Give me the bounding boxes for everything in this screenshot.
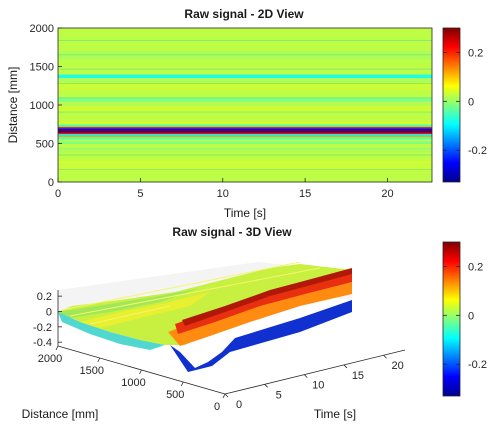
x-tick-label: 20 [381,188,393,200]
time-tick-label: 5 [276,389,282,401]
time-tick-mark [264,384,268,388]
heatmap-band [58,138,432,142]
y-tick-label: 1500 [30,62,54,74]
x-tick-label: 0 [55,188,61,200]
heatmap-band [58,141,432,144]
heatmap-band [58,74,432,79]
chart1-y-label: Distance [mm] [6,67,20,144]
y-tick-label: 1000 [30,100,54,112]
colorbar-tick-label: 0 [468,310,474,322]
time-tick-label: 15 [352,370,364,382]
time-tick-mark [343,364,348,369]
heatmap-band [58,120,432,125]
surface-front-edge [58,312,165,350]
heatmap-band [58,66,432,75]
colorbar-tick-label: -0.2 [468,359,487,371]
y-tick-label: 500 [36,139,54,151]
heatmap-band [58,133,432,136]
colorbar-2-ticks: 0.2 0 -0.2 [443,261,487,371]
chart1-x-label: Time [s] [224,206,266,220]
heatmap-band [58,130,432,133]
heatmap-band [58,136,432,140]
heatmap-band [58,124,432,127]
distance-tick-mark [222,393,226,399]
chart1-title: Raw signal - 2D View [184,7,304,21]
surface-strip-1 [58,288,200,318]
heatmap-band [58,97,432,102]
heatmap-band [58,147,432,152]
z-tick-label: 0.2 [37,291,52,303]
heatmap-band [58,43,432,52]
chart2-title: Raw signal - 3D View [172,225,292,239]
heatmap-bands [58,28,432,183]
surface-main [58,264,352,345]
surface-plot [58,261,352,372]
distance-tick-label: 1500 [80,365,104,377]
y-tick-label: 0 [48,177,54,189]
time-tick-label: 0 [236,399,242,411]
heatmap-band [58,170,432,183]
distance-tick-label: 0 [214,401,220,413]
distance-tick-mark [97,357,101,363]
time-tick-mark [383,354,387,359]
colorbar-tick-label: -0.2 [468,145,487,157]
y-tick-label: 2000 [30,23,54,35]
distance-tick-label: 2000 [38,353,62,365]
surface-ridge-red [175,270,352,334]
z-tick-label: 0 [46,306,52,318]
colorbar-1-ticks: 0.2 0 -0.2 [443,47,487,157]
heatmap-band [58,101,432,106]
distance-tick-mark [180,381,184,387]
heatmap-band [58,78,432,83]
colorbar-2 [442,241,461,397]
heatmap-band [58,89,432,98]
heatmap-band [58,105,432,114]
heatmap-band [58,131,432,134]
time-tick-label: 10 [312,380,324,392]
heatmap-band [58,35,432,44]
z-tick-label: -0.4 [33,337,52,349]
chart2-y-ticks: 0 5 10 15 20 [224,354,404,411]
chart2-y-label: Time [s] [314,407,356,421]
time-tick-label: 20 [391,360,403,372]
chart2-x-ticks: 2000 1500 1000 500 0 [38,345,226,413]
colorbar-tick-label: 0.2 [468,261,483,273]
surface-dip [170,300,352,372]
heatmap-band [58,128,432,131]
distance-tick-mark [139,369,142,375]
distance-tick-label: 1000 [121,377,145,389]
colorbar-tick-label: 0.2 [468,47,483,59]
surface-ridge-peak [182,268,352,326]
heatmap-band [58,129,432,132]
surface-ridges [61,261,321,325]
distance-tick-label: 500 [166,389,184,401]
x-tick-label: 15 [299,188,311,200]
distance-tick-mark [55,345,59,351]
heatmap-band [58,126,432,129]
chart1-y-ticks: 0 500 1000 1500 2000 [30,23,62,189]
z-tick-label: -0.2 [33,322,52,334]
colorbar-tick-label: 0 [468,96,474,108]
chart2-z-ticks: 0.2 0 -0.2 -0.4 [33,291,62,349]
time-tick-mark [304,374,308,378]
heatmap-band [58,81,432,90]
x-tick-label: 5 [137,188,143,200]
heatmap-band [58,58,432,67]
heatmap-band [58,28,432,37]
chart2-x-label: Distance [mm] [22,407,99,421]
heatmap-band [58,135,432,137]
colorbar-1 [442,27,461,183]
time-tick-mark [224,393,229,398]
chart1-x-ticks: 0 5 10 15 20 [55,178,394,200]
x-tick-label: 10 [217,188,229,200]
